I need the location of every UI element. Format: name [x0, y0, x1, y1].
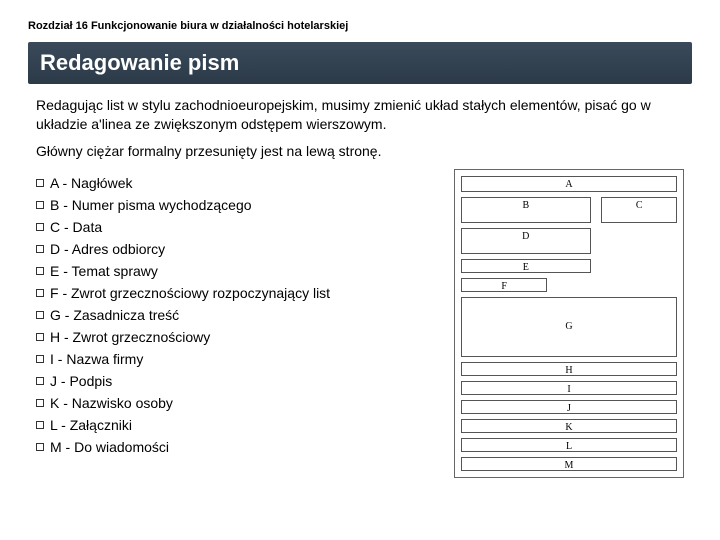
square-bullet-icon — [36, 333, 44, 341]
list-item: K - Nazwisko osoby — [36, 395, 440, 411]
square-bullet-icon — [36, 399, 44, 407]
list-item: B - Numer pisma wychodzącego — [36, 197, 440, 213]
box-e: E — [461, 259, 591, 273]
paragraph-2: Główny ciężar formalny przesunięty jest … — [36, 142, 684, 161]
box-j: J — [461, 400, 677, 414]
list-item-text: F - Zwrot grzecznościowy rozpoczynający … — [50, 285, 330, 301]
list-item-text: L - Załączniki — [50, 417, 132, 433]
list-item: H - Zwrot grzecznościowy — [36, 329, 440, 345]
box-b: B — [461, 197, 591, 223]
square-bullet-icon — [36, 355, 44, 363]
box-i: I — [461, 381, 677, 395]
layout-diagram: A B C D E F G H I J K L M — [454, 169, 684, 478]
chapter-heading: Rozdział 16 Funkcjonowanie biura w dział… — [28, 20, 692, 32]
list-item: J - Podpis — [36, 373, 440, 389]
list-item: I - Nazwa firmy — [36, 351, 440, 367]
list-item-text: H - Zwrot grzecznościowy — [50, 329, 210, 345]
box-d: D — [461, 228, 591, 254]
slide: Rozdział 16 Funkcjonowanie biura w dział… — [0, 0, 720, 478]
list-item: C - Data — [36, 219, 440, 235]
list-item-text: D - Adres odbiorcy — [50, 241, 165, 257]
square-bullet-icon — [36, 245, 44, 253]
box-c: C — [601, 197, 677, 223]
list-item: E - Temat sprawy — [36, 263, 440, 279]
square-bullet-icon — [36, 289, 44, 297]
content-row: A - Nagłówek B - Numer pisma wychodząceg… — [36, 169, 684, 478]
list-item: D - Adres odbiorcy — [36, 241, 440, 257]
list-item-text: A - Nagłówek — [50, 175, 132, 191]
list-item: M - Do wiadomości — [36, 439, 440, 455]
box-l: L — [461, 438, 677, 452]
box-g: G — [461, 297, 677, 357]
list-item-text: J - Podpis — [50, 373, 112, 389]
square-bullet-icon — [36, 421, 44, 429]
box-m: M — [461, 457, 677, 471]
list-item-text: G - Zasadnicza treść — [50, 307, 179, 323]
list-item-text: K - Nazwisko osoby — [50, 395, 173, 411]
square-bullet-icon — [36, 311, 44, 319]
definition-list: A - Nagłówek B - Numer pisma wychodząceg… — [36, 169, 440, 478]
square-bullet-icon — [36, 443, 44, 451]
box-f: F — [461, 278, 547, 292]
list-item: A - Nagłówek — [36, 175, 440, 191]
list-item-text: C - Data — [50, 219, 102, 235]
square-bullet-icon — [36, 223, 44, 231]
square-bullet-icon — [36, 201, 44, 209]
list-item-text: M - Do wiadomości — [50, 439, 169, 455]
box-k: K — [461, 419, 677, 433]
paragraph-1: Redagując list w stylu zachodnioeuropejs… — [36, 96, 684, 134]
square-bullet-icon — [36, 377, 44, 385]
page-title: Redagowanie pism — [28, 42, 692, 84]
square-bullet-icon — [36, 179, 44, 187]
list-item-text: E - Temat sprawy — [50, 263, 158, 279]
box-h: H — [461, 362, 677, 376]
list-item-text: B - Numer pisma wychodzącego — [50, 197, 252, 213]
list-item: G - Zasadnicza treść — [36, 307, 440, 323]
letter-layout-schematic: A B C D E F G H I J K L M — [454, 169, 684, 478]
list-item: L - Załączniki — [36, 417, 440, 433]
list-item-text: I - Nazwa firmy — [50, 351, 143, 367]
list-item: F - Zwrot grzecznościowy rozpoczynający … — [36, 285, 440, 301]
square-bullet-icon — [36, 267, 44, 275]
box-a: A — [461, 176, 677, 192]
